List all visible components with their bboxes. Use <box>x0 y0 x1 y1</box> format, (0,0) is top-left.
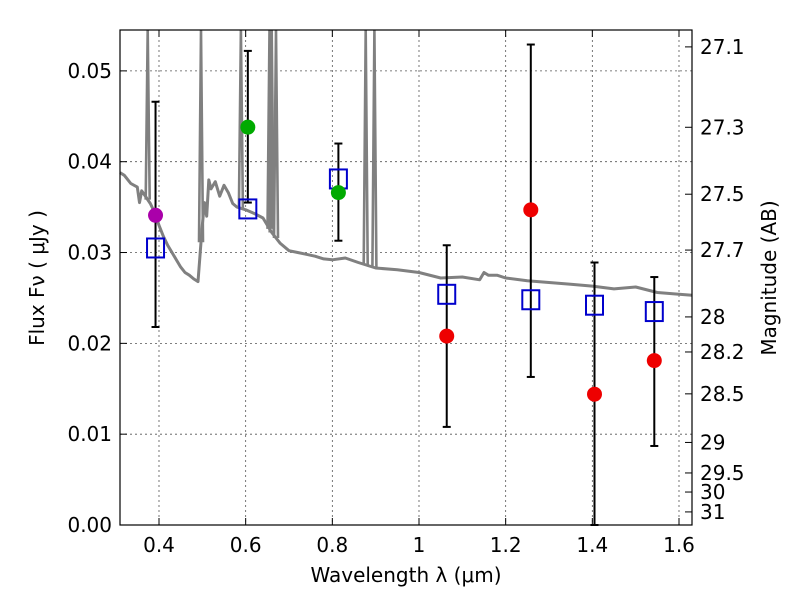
y2-tick-label: 30 <box>700 480 725 504</box>
y-tick-label: 0.05 <box>67 59 112 83</box>
observed-flux-points <box>148 119 662 402</box>
x-tick-label: 1.2 <box>490 533 522 557</box>
x-axis-label: Wavelength λ (μm) <box>310 563 501 587</box>
grid-lines <box>120 30 692 526</box>
observed-flux-point <box>148 207 164 223</box>
model-photometry-point <box>437 283 457 305</box>
emission-line-spike <box>237 29 245 209</box>
model-photometry-squares <box>146 168 664 323</box>
y2-tick-label: 29 <box>700 430 725 454</box>
emission-line-spike <box>371 29 378 268</box>
y2-tick-label: 27.5 <box>700 182 745 206</box>
observed-flux-point <box>646 353 662 369</box>
y-tick-label: 0.03 <box>67 241 112 265</box>
y2-tick-label: 27.1 <box>700 35 745 59</box>
plot-frame <box>119 29 693 526</box>
observed-flux-point <box>330 185 346 201</box>
emission-line-spike <box>197 29 205 243</box>
y2-tick-label: 28.5 <box>700 382 745 406</box>
observed-flux-point <box>439 328 455 344</box>
x-tick-label: 0.6 <box>230 533 262 557</box>
y2-tick-label: 27.3 <box>700 115 745 139</box>
x-tick-label: 0.8 <box>316 533 348 557</box>
template-sed-line <box>119 29 693 297</box>
x-tick-label: 0.4 <box>143 533 175 557</box>
model-photometry-point <box>238 198 258 220</box>
model-photometry-point <box>146 237 166 259</box>
y2-axis-label: Magnitude (AB) <box>757 200 781 355</box>
y2-tick-label: 31 <box>700 500 725 524</box>
x-tick-label: 1.4 <box>576 533 608 557</box>
axis-ticks: 0.4 0.6 0.8 1 1.2 1.4 1.6 0.00 0.01 0.02 0.03 0.04 0… <box>67 30 745 557</box>
y-tick-label: 0.04 <box>67 150 112 174</box>
y2-tick-label: 29.5 <box>700 461 745 485</box>
y-axis-label: Flux Fν ( μJy ) <box>25 210 49 346</box>
y2-tick-label: 27.7 <box>700 238 745 262</box>
sed-curve <box>119 171 693 297</box>
emission-line-spike <box>272 29 280 239</box>
x-tick-label: 1 <box>413 533 426 557</box>
model-photometry-point <box>585 294 604 316</box>
model-photometry-point <box>644 301 664 323</box>
y-tick-label: 0.00 <box>67 513 112 537</box>
model-photometry-point <box>521 289 541 311</box>
observed-flux-point <box>587 386 602 402</box>
emission-line-spike <box>144 29 151 200</box>
y2-tick-label: 28 <box>700 305 725 329</box>
y-tick-label: 0.01 <box>67 422 112 446</box>
y2-tick-label: 28.2 <box>700 340 745 364</box>
observed-flux-point <box>240 119 256 135</box>
emission-line-spike <box>362 29 369 265</box>
x-tick-label: 1.6 <box>663 533 695 557</box>
y-tick-label: 0.02 <box>67 331 112 355</box>
observed-flux-point <box>523 202 539 218</box>
